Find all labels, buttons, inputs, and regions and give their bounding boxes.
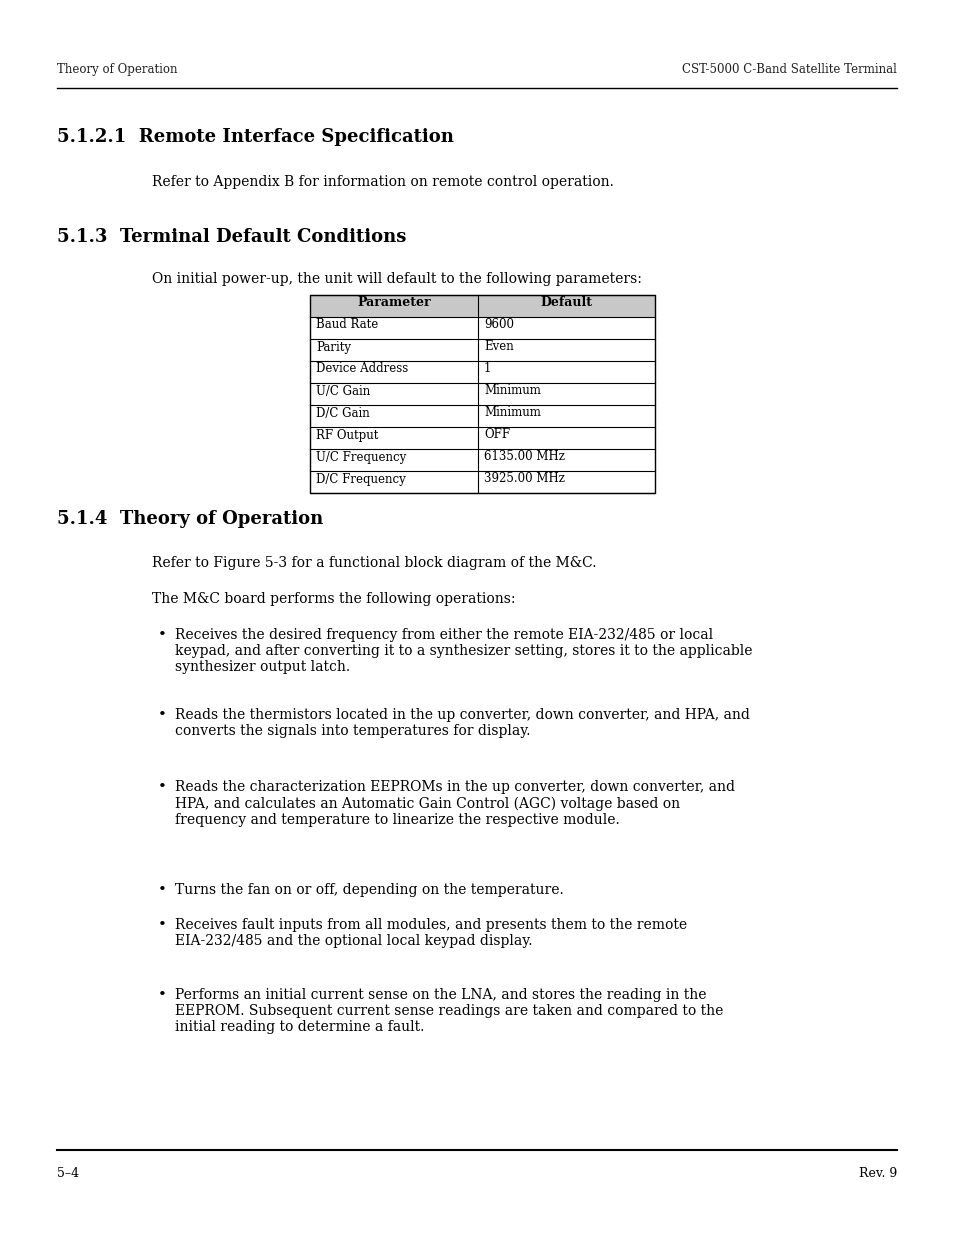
Text: 6135.00 MHz: 6135.00 MHz — [483, 451, 564, 463]
Text: Receives fault inputs from all modules, and presents them to the remote
EIA-232/: Receives fault inputs from all modules, … — [174, 918, 686, 948]
Text: Parameter: Parameter — [356, 296, 431, 310]
Text: 5.1.2.1  Remote Interface Specification: 5.1.2.1 Remote Interface Specification — [57, 128, 454, 146]
Text: D/C Gain: D/C Gain — [315, 406, 370, 420]
Text: Theory of Operation: Theory of Operation — [57, 63, 177, 77]
Text: D/C Frequency: D/C Frequency — [315, 473, 405, 485]
Text: Reads the characterization EEPROMs in the up converter, down converter, and
HPA,: Reads the characterization EEPROMs in th… — [174, 781, 734, 827]
Text: •: • — [158, 708, 167, 722]
Text: •: • — [158, 988, 167, 1002]
Text: Reads the thermistors located in the up converter, down converter, and HPA, and
: Reads the thermistors located in the up … — [174, 708, 749, 739]
Text: OFF: OFF — [483, 429, 510, 441]
Text: 5–4: 5–4 — [57, 1167, 79, 1179]
Text: 5.1.3  Terminal Default Conditions: 5.1.3 Terminal Default Conditions — [57, 228, 406, 246]
Text: On initial power-up, the unit will default to the following parameters:: On initial power-up, the unit will defau… — [152, 272, 641, 287]
Text: Device Address: Device Address — [315, 363, 408, 375]
Text: The M&C board performs the following operations:: The M&C board performs the following ope… — [152, 592, 515, 606]
Bar — [310, 295, 655, 493]
Text: •: • — [158, 883, 167, 897]
Text: Default: Default — [540, 296, 592, 310]
Text: •: • — [158, 629, 167, 642]
Text: Minimum: Minimum — [483, 406, 540, 420]
Text: Turns the fan on or off, depending on the temperature.: Turns the fan on or off, depending on th… — [174, 883, 563, 897]
Text: 1: 1 — [483, 363, 491, 375]
Text: RF Output: RF Output — [315, 429, 378, 441]
Text: Minimum: Minimum — [483, 384, 540, 398]
Text: Performs an initial current sense on the LNA, and stores the reading in the
EEPR: Performs an initial current sense on the… — [174, 988, 722, 1035]
Text: •: • — [158, 918, 167, 932]
Text: 3925.00 MHz: 3925.00 MHz — [483, 473, 564, 485]
Text: 9600: 9600 — [483, 319, 514, 331]
Text: CST-5000 C-Band Satellite Terminal: CST-5000 C-Band Satellite Terminal — [681, 63, 896, 77]
Text: Rev. 9: Rev. 9 — [858, 1167, 896, 1179]
Text: U/C Gain: U/C Gain — [315, 384, 370, 398]
Text: 5.1.4  Theory of Operation: 5.1.4 Theory of Operation — [57, 510, 323, 529]
Text: U/C Frequency: U/C Frequency — [315, 451, 406, 463]
Text: •: • — [158, 781, 167, 794]
Text: Baud Rate: Baud Rate — [315, 319, 377, 331]
Text: Refer to Figure 5-3 for a functional block diagram of the M&C.: Refer to Figure 5-3 for a functional blo… — [152, 556, 596, 571]
Text: Refer to Appendix B for information on remote control operation.: Refer to Appendix B for information on r… — [152, 175, 613, 189]
Text: Even: Even — [483, 341, 514, 353]
Text: Parity: Parity — [315, 341, 351, 353]
Bar — [310, 295, 655, 317]
Text: Receives the desired frequency from either the remote EIA-232/485 or local
keypa: Receives the desired frequency from eith… — [174, 629, 752, 674]
